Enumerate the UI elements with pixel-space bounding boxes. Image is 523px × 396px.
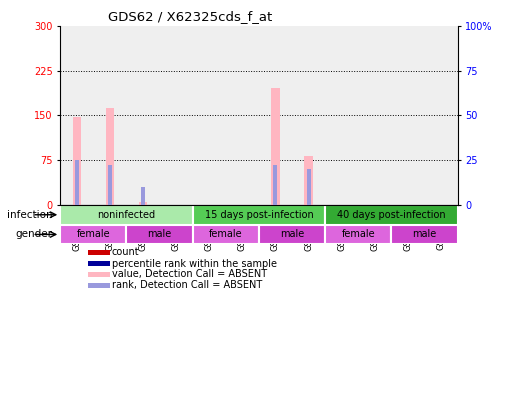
Bar bbox=[93, 26, 127, 205]
Text: value, Detection Call = ABSENT: value, Detection Call = ABSENT bbox=[112, 269, 267, 279]
Bar bbox=[274, 166, 277, 205]
Bar bbox=[192, 205, 325, 225]
Bar bbox=[259, 225, 325, 244]
Bar bbox=[127, 225, 192, 244]
Bar bbox=[192, 26, 226, 205]
Bar bbox=[192, 225, 259, 244]
Bar bbox=[75, 160, 78, 205]
Bar bbox=[141, 187, 145, 205]
Text: female: female bbox=[342, 229, 375, 240]
Text: percentile rank within the sample: percentile rank within the sample bbox=[112, 259, 277, 268]
Bar bbox=[292, 26, 325, 205]
Bar bbox=[304, 156, 313, 205]
Bar bbox=[226, 26, 259, 205]
Bar bbox=[391, 225, 458, 244]
Bar bbox=[259, 26, 292, 205]
Bar bbox=[108, 166, 112, 205]
Text: male: male bbox=[280, 229, 304, 240]
Bar bbox=[88, 283, 110, 288]
Bar bbox=[325, 225, 391, 244]
Bar bbox=[306, 169, 311, 205]
Bar bbox=[325, 205, 458, 225]
Text: male: male bbox=[412, 229, 437, 240]
Text: female: female bbox=[209, 229, 243, 240]
Bar bbox=[425, 26, 458, 205]
Text: 40 days post-infection: 40 days post-infection bbox=[337, 210, 446, 220]
Bar bbox=[73, 116, 81, 205]
Bar bbox=[325, 26, 358, 205]
Bar bbox=[271, 88, 280, 205]
Bar bbox=[160, 26, 192, 205]
Bar bbox=[127, 26, 160, 205]
Text: infection: infection bbox=[7, 210, 52, 220]
Text: GDS62 / X62325cds_f_at: GDS62 / X62325cds_f_at bbox=[108, 10, 272, 23]
Bar bbox=[60, 26, 93, 205]
Bar bbox=[358, 26, 391, 205]
Bar bbox=[88, 261, 110, 266]
Text: 15 days post-infection: 15 days post-infection bbox=[204, 210, 313, 220]
Bar bbox=[88, 249, 110, 255]
Bar bbox=[391, 26, 425, 205]
Text: noninfected: noninfected bbox=[97, 210, 155, 220]
Bar bbox=[139, 202, 147, 205]
Bar bbox=[88, 272, 110, 277]
Text: rank, Detection Call = ABSENT: rank, Detection Call = ABSENT bbox=[112, 280, 262, 291]
Bar bbox=[106, 108, 114, 205]
Bar bbox=[60, 225, 127, 244]
Text: gender: gender bbox=[15, 229, 52, 240]
Text: male: male bbox=[147, 229, 172, 240]
Text: count: count bbox=[112, 248, 140, 257]
Text: female: female bbox=[76, 229, 110, 240]
Bar bbox=[60, 205, 192, 225]
